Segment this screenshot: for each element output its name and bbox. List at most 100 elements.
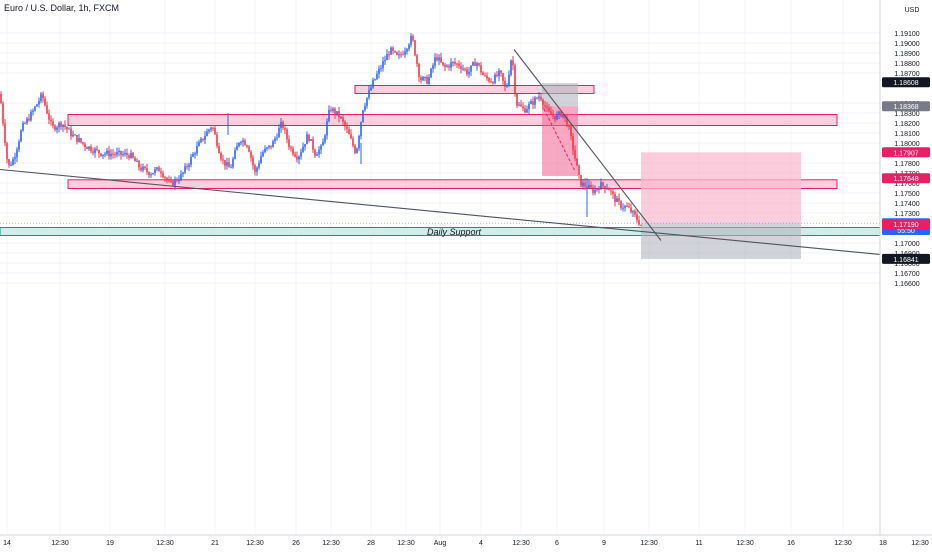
candle-body [240, 141, 242, 143]
candle-body [40, 93, 42, 102]
candle-body [300, 152, 302, 157]
candle-body [360, 121, 362, 137]
candle-body [596, 188, 598, 190]
candle-body [156, 167, 158, 170]
candle-body [260, 156, 262, 164]
candle-body [330, 109, 332, 112]
candle-body [558, 111, 560, 115]
falling-trendline [513, 49, 662, 241]
candle-body [550, 111, 552, 115]
price-label: 1.16841 [893, 257, 918, 264]
candle-body [100, 153, 102, 156]
candle-body [136, 160, 138, 162]
candle-body [192, 153, 194, 157]
candle-body [234, 150, 236, 159]
candle-body [404, 51, 406, 55]
candle-body [70, 128, 72, 137]
candle-body [48, 113, 50, 120]
candle-body [422, 77, 424, 81]
candle-body [42, 93, 44, 99]
candle-body [176, 179, 178, 181]
candle-body [256, 167, 258, 172]
candle-body [630, 207, 632, 213]
x-tick-label: 19 [106, 540, 114, 547]
candle-body [328, 109, 330, 122]
candle-body [418, 63, 420, 78]
candle-body [140, 167, 142, 171]
candle-body [546, 106, 548, 108]
candle-body [254, 165, 256, 172]
candle-body [226, 162, 228, 166]
candle-body [124, 152, 126, 155]
candle-body [396, 52, 398, 55]
candle-body [232, 158, 234, 168]
candle-body [210, 127, 212, 130]
price-label-bg [882, 101, 930, 112]
price-label-bg [882, 77, 930, 88]
candle-body [326, 121, 328, 136]
candle-body [88, 146, 90, 150]
candle-body [290, 147, 292, 149]
candle-body [146, 168, 148, 173]
candle-body [68, 128, 70, 130]
candle-body [480, 65, 482, 73]
candle-body [536, 97, 538, 99]
candle-body [160, 171, 162, 174]
candle-body [392, 47, 394, 51]
candle-body [272, 141, 274, 148]
chart-title: Euro / U.S. Dollar, 1h, FXCM [4, 3, 120, 13]
candle-body [638, 220, 640, 225]
candle-body [318, 149, 320, 155]
candle-body [132, 152, 134, 158]
candle-body [78, 138, 80, 142]
candle-body [72, 134, 74, 137]
candle-body [150, 174, 152, 176]
candle-body [44, 98, 46, 106]
candle-body [456, 63, 458, 65]
candle-body [206, 131, 208, 137]
candle-body [590, 184, 592, 188]
candle-body [506, 85, 508, 87]
candle-body [372, 80, 374, 88]
y-tick-label: 1.16600 [894, 281, 919, 288]
x-tick-label: 4 [479, 540, 483, 547]
candle-body [388, 54, 390, 56]
candle-body [332, 108, 334, 112]
candle-body [62, 124, 64, 127]
price-label: 1.18608 [893, 80, 918, 87]
price-label: 1.18368 [893, 104, 918, 111]
candle-body [168, 180, 170, 182]
candle-body [570, 126, 572, 137]
candle-body [116, 152, 118, 155]
candle-body [294, 154, 296, 157]
price-label: 55:50 [897, 228, 915, 235]
candle-body [492, 82, 494, 84]
candle-body [270, 145, 272, 148]
candle-body [338, 111, 340, 118]
candle-body [524, 108, 526, 113]
candle-body [344, 121, 346, 127]
long-descending-line [0, 168, 932, 261]
candle-body [258, 163, 260, 168]
candle-body [202, 138, 204, 140]
y-tick-label: 1.18200 [894, 121, 919, 128]
candle-body [114, 154, 116, 156]
candle-body [584, 182, 586, 187]
candle-body [278, 128, 280, 138]
x-tick-label: Aug [434, 540, 447, 547]
y-tick-label: 1.19000 [894, 41, 919, 48]
candle-body [104, 153, 106, 155]
candle-body [274, 138, 276, 142]
candle-body [122, 154, 124, 156]
candle-body [184, 166, 186, 173]
support-zone-lower [67, 179, 838, 190]
candle-body [406, 49, 408, 52]
candle-body [76, 135, 78, 142]
candle-body [34, 106, 36, 111]
candle-body [608, 188, 610, 191]
candle-body [510, 60, 512, 75]
candle-body [296, 156, 298, 160]
candle-body [292, 148, 294, 155]
